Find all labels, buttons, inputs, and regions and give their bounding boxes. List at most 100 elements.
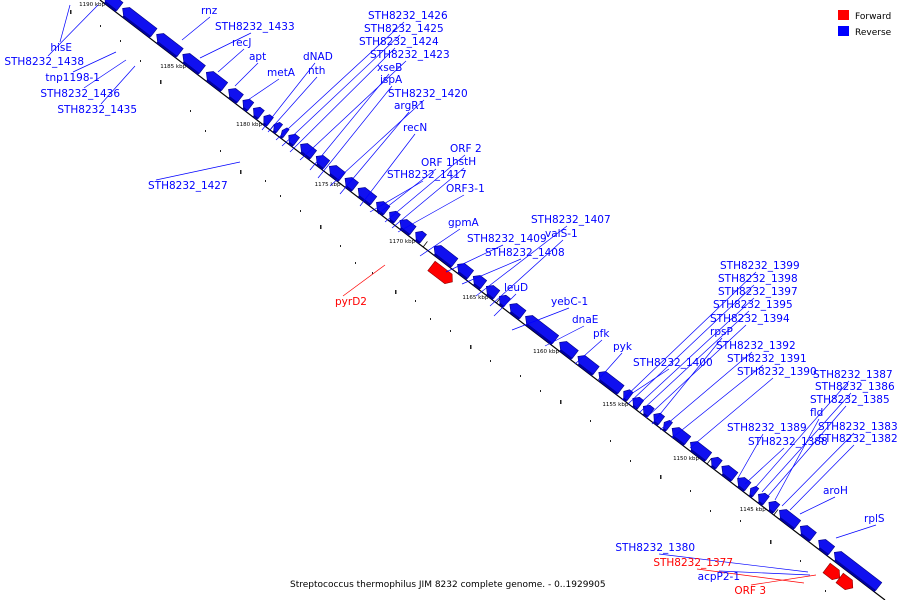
gene-arrow-reverse[interactable] — [779, 509, 802, 529]
gene-label[interactable]: STH8232_1397 — [718, 286, 798, 298]
gene-arrow-reverse[interactable] — [799, 525, 817, 541]
leader-16 — [309, 73, 390, 171]
gene-label[interactable]: STH8232_1409 — [467, 233, 547, 245]
gene-label[interactable]: STH8232_1427 — [148, 180, 228, 192]
leader-5 — [181, 16, 211, 41]
gene-label[interactable]: acpP2-1 — [698, 571, 740, 583]
gene-label[interactable]: STH8232_1438 — [4, 56, 84, 68]
gene-label[interactable]: STH8232_1436 — [40, 88, 120, 100]
gene-arrow-reverse[interactable] — [749, 485, 760, 497]
gene-label[interactable]: recN — [403, 122, 427, 134]
gene-arrow-forward[interactable] — [427, 260, 453, 285]
gene-label[interactable]: leuD — [504, 282, 528, 294]
gene-label[interactable]: STH8232_1398 — [718, 273, 798, 285]
gene-label[interactable]: STH8232_1435 — [57, 104, 137, 116]
gene-label[interactable]: STH8232_1387 — [813, 369, 893, 381]
scale-tick-label: 1180 kbp — [236, 122, 262, 128]
gene-label[interactable]: tnp1198-1 — [45, 72, 100, 84]
gene-label[interactable]: valS-1 — [545, 228, 578, 240]
gene-label[interactable]: STH8232_1377 — [653, 557, 733, 569]
gene-label[interactable]: aroH — [823, 485, 848, 497]
gc-dot — [590, 420, 591, 422]
gene-arrow-reverse[interactable] — [328, 165, 346, 181]
gene-label[interactable]: STH8232_1380 — [615, 542, 695, 554]
gene-label[interactable]: rpsP — [710, 326, 733, 338]
gene-label[interactable]: STH8232_1392 — [716, 340, 796, 352]
gene-arrow-reverse[interactable] — [242, 98, 255, 111]
gene-label[interactable]: STH8232_1408 — [485, 247, 565, 259]
gene-label[interactable]: hstH — [452, 156, 476, 168]
gene-label[interactable]: STH8232_1386 — [815, 381, 895, 393]
gene-label[interactable]: gpmA — [448, 217, 480, 229]
gc-dot — [265, 180, 266, 182]
gene-arrow-shade — [262, 122, 268, 127]
gene-label[interactable]: dnaE — [572, 314, 598, 326]
gene-arrow-reverse[interactable] — [577, 355, 600, 375]
gene-arrow-forward[interactable] — [822, 562, 841, 581]
gene-arrow-reverse[interactable] — [509, 303, 527, 319]
leader-54 — [744, 447, 785, 485]
gene-label[interactable]: STH8232_1394 — [710, 313, 790, 325]
gene-label[interactable]: recJ — [232, 37, 251, 49]
gene-label[interactable]: STH8232_1425 — [364, 23, 444, 35]
gene-arrow-reverse[interactable] — [721, 465, 739, 481]
gene-label[interactable]: STH8232_1383 — [818, 421, 898, 433]
gene-label[interactable]: hisE — [50, 42, 72, 54]
gene-arrow-reverse[interactable] — [663, 419, 673, 431]
gene-arrow-reverse[interactable] — [205, 71, 229, 91]
gene-label[interactable]: pfk — [593, 328, 610, 340]
gene-label[interactable]: nth — [308, 65, 325, 77]
gene-label[interactable]: argR1 — [394, 100, 425, 112]
gene-arrow-reverse[interactable] — [300, 143, 318, 159]
gene-arrow-forward[interactable] — [835, 572, 854, 591]
gene-label[interactable]: dNAD — [303, 51, 333, 63]
gene-arrow-reverse[interactable] — [833, 551, 883, 591]
gene-label[interactable]: STH8232_1388 — [748, 436, 828, 448]
gene-label[interactable]: xseB — [377, 62, 402, 74]
gene-labels: hisE STH8232_1438 tnp1198-1 STH8232_1436 STH… — [4, 5, 897, 597]
gene-arrow-reverse[interactable] — [156, 33, 184, 57]
gene-label[interactable]: STH8232_1395 — [713, 299, 793, 311]
gene-label[interactable]: ORF 2 — [450, 143, 482, 155]
gene-label[interactable]: STH8232_1400 — [633, 357, 713, 369]
gene-label[interactable]: STH8232_1424 — [359, 36, 439, 48]
gene-label[interactable]: STH8232_1391 — [727, 353, 807, 365]
gene-arrow-reverse[interactable] — [737, 477, 752, 491]
gene-arrow-reverse[interactable] — [472, 275, 488, 289]
gene-label[interactable]: rplS — [864, 513, 885, 525]
gene-arrow-reverse[interactable] — [525, 315, 560, 344]
gene-label[interactable]: STH8232_1382 — [818, 433, 898, 445]
gene-label[interactable]: pyk — [613, 341, 633, 353]
gene-arrow-shade — [690, 449, 706, 462]
gene-label[interactable]: STH8232_1420 — [388, 88, 468, 100]
gene-label[interactable]: ORF 1 — [421, 157, 453, 169]
gene-label[interactable]: pyrD2 — [335, 296, 367, 308]
gene-label[interactable]: apt — [249, 51, 266, 63]
gene-label[interactable]: yebC-1 — [551, 296, 588, 308]
gene-label[interactable]: ORF3-1 — [446, 183, 485, 195]
gene-label[interactable]: STH8232_1426 — [368, 10, 448, 22]
gene-arrow-reverse[interactable] — [598, 371, 625, 394]
gene-label[interactable]: fld — [810, 407, 823, 419]
leader-18 — [329, 99, 425, 187]
gene-arrow-reverse[interactable] — [399, 219, 417, 235]
gene-label[interactable]: ORF 3 — [734, 585, 766, 597]
gene-label[interactable]: STH8232_1390 — [737, 366, 817, 378]
gene-label[interactable]: STH8232_1417 — [387, 169, 467, 181]
gene-label[interactable]: STH8232_1385 — [810, 394, 890, 406]
gene-label[interactable]: ispA — [380, 74, 403, 86]
gene-label[interactable]: metA — [267, 67, 296, 79]
gene-arrow-reverse[interactable] — [559, 341, 579, 359]
gene-label[interactable]: STH8232_1433 — [215, 21, 295, 33]
gene-arrow-reverse[interactable] — [818, 539, 836, 555]
gene-label[interactable]: STH8232_1399 — [720, 260, 800, 272]
gene-label[interactable]: STH8232_1407 — [531, 214, 611, 226]
leader-14 — [289, 47, 396, 153]
scale-tick-label: 1175 kbp — [315, 182, 341, 188]
gene-label[interactable]: STH8232_1389 — [727, 422, 807, 434]
gene-label[interactable]: STH8232_1423 — [370, 49, 450, 61]
gene-features — [104, 0, 883, 592]
gene-label[interactable]: rnz — [201, 5, 218, 17]
leader-47 — [689, 377, 774, 449]
gene-arrow-reverse[interactable] — [433, 245, 459, 267]
